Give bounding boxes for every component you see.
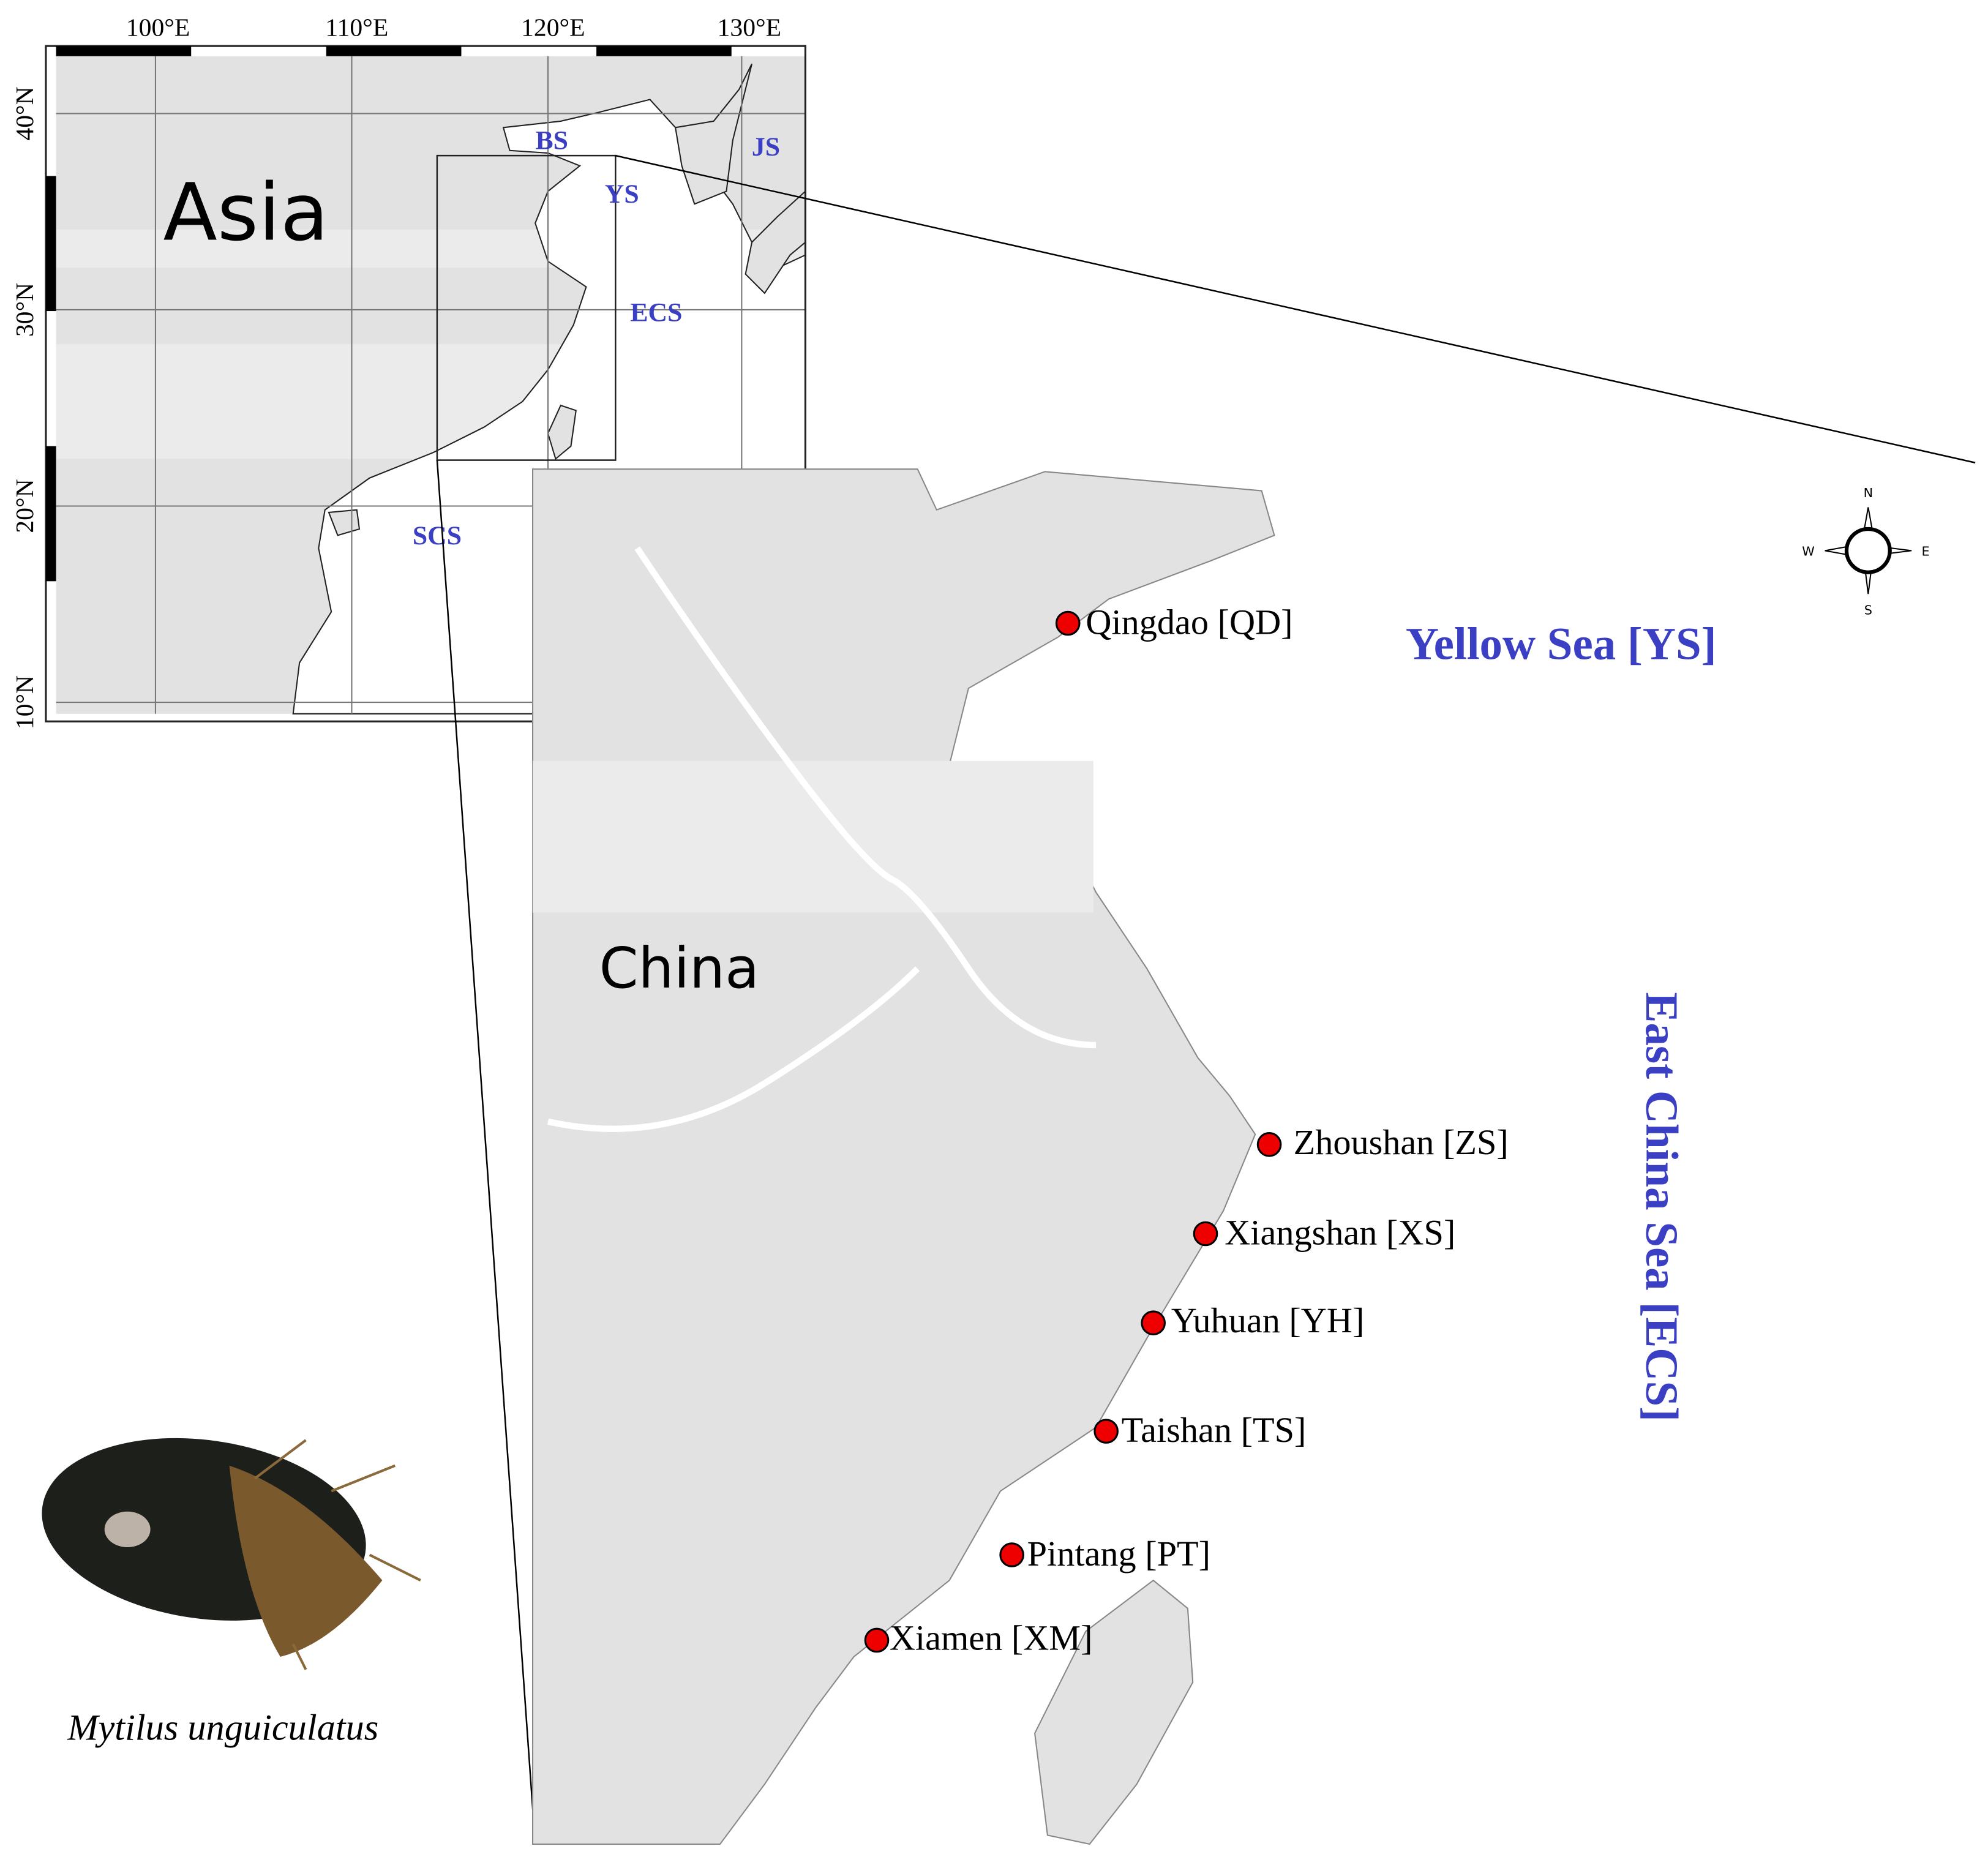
main-map: China Qingdao [QD] Zhoushan [ZS] Xiangsh… bbox=[531, 468, 1509, 1845]
site-label: Pintang [PT] bbox=[1027, 1534, 1210, 1574]
site-label: Xiangshan [XS] bbox=[1225, 1213, 1455, 1253]
sea-label: ECS bbox=[630, 298, 682, 328]
lat-label: 10°N bbox=[11, 675, 39, 729]
lon-labels: 100°E 110°E 120°E 130°E bbox=[126, 13, 781, 42]
mussel-photo bbox=[42, 1438, 421, 1670]
compass-label: W bbox=[1802, 544, 1815, 559]
site-marker bbox=[1093, 1419, 1119, 1444]
site-label: Zhoushan [ZS] bbox=[1294, 1122, 1509, 1162]
site-label: Taishan [TS] bbox=[1122, 1410, 1307, 1450]
site-marker bbox=[1193, 1221, 1218, 1247]
lat-label: 20°N bbox=[11, 479, 39, 533]
region-label: Asia bbox=[163, 167, 329, 258]
inset-sea-labels: BS YS JS ECS SCS bbox=[413, 126, 780, 550]
site-marker bbox=[1055, 610, 1081, 636]
zoom-line bbox=[436, 460, 536, 1845]
site-marker bbox=[999, 1542, 1024, 1567]
japan bbox=[745, 190, 806, 294]
compass-label: N bbox=[1864, 486, 1874, 500]
site-marker bbox=[1141, 1310, 1166, 1335]
site-marker bbox=[864, 1627, 890, 1653]
sea-label: JS bbox=[752, 132, 780, 162]
taiwan bbox=[547, 404, 577, 460]
region-label: China bbox=[599, 936, 760, 1001]
site-label: Yuhuan [YH] bbox=[1171, 1300, 1365, 1340]
sea-label: BS bbox=[536, 126, 568, 156]
sites: Qingdao [QD] Zhoushan [ZS] Xiangshan [XS… bbox=[864, 602, 1509, 1657]
compass-label: S bbox=[1864, 602, 1872, 617]
lon-label: 130°E bbox=[718, 13, 781, 42]
sea-label: SCS bbox=[413, 521, 462, 550]
sea-label: Yellow Sea [YS] bbox=[1406, 618, 1717, 669]
study-box bbox=[436, 154, 617, 461]
lat-label: 30°N bbox=[11, 283, 39, 337]
taiwan bbox=[1034, 1579, 1194, 1845]
lat-labels: 40°N 30°N 20°N 10°N bbox=[11, 86, 39, 729]
band bbox=[533, 760, 1093, 913]
sea-label: YS bbox=[605, 179, 639, 209]
lon-label: 110°E bbox=[325, 13, 388, 42]
sea-label: East China Sea [ECS] bbox=[1636, 992, 1687, 1422]
site-label: Qingdao [QD] bbox=[1086, 602, 1292, 642]
korea bbox=[674, 63, 753, 205]
site-label: Xiamen [XM] bbox=[890, 1618, 1093, 1657]
zoom-line bbox=[615, 154, 1976, 463]
scale-bar bbox=[45, 46, 732, 582]
rivers bbox=[547, 546, 1097, 1132]
lon-label: 120°E bbox=[521, 13, 585, 42]
lon-label: 100°E bbox=[126, 13, 190, 42]
compass-label: E bbox=[1921, 544, 1929, 559]
lat-label: 40°N bbox=[11, 86, 39, 140]
compass: N E S W bbox=[1802, 486, 1929, 617]
caption: Mytilus unguiculatus bbox=[67, 1707, 378, 1748]
site-marker bbox=[1256, 1132, 1282, 1157]
